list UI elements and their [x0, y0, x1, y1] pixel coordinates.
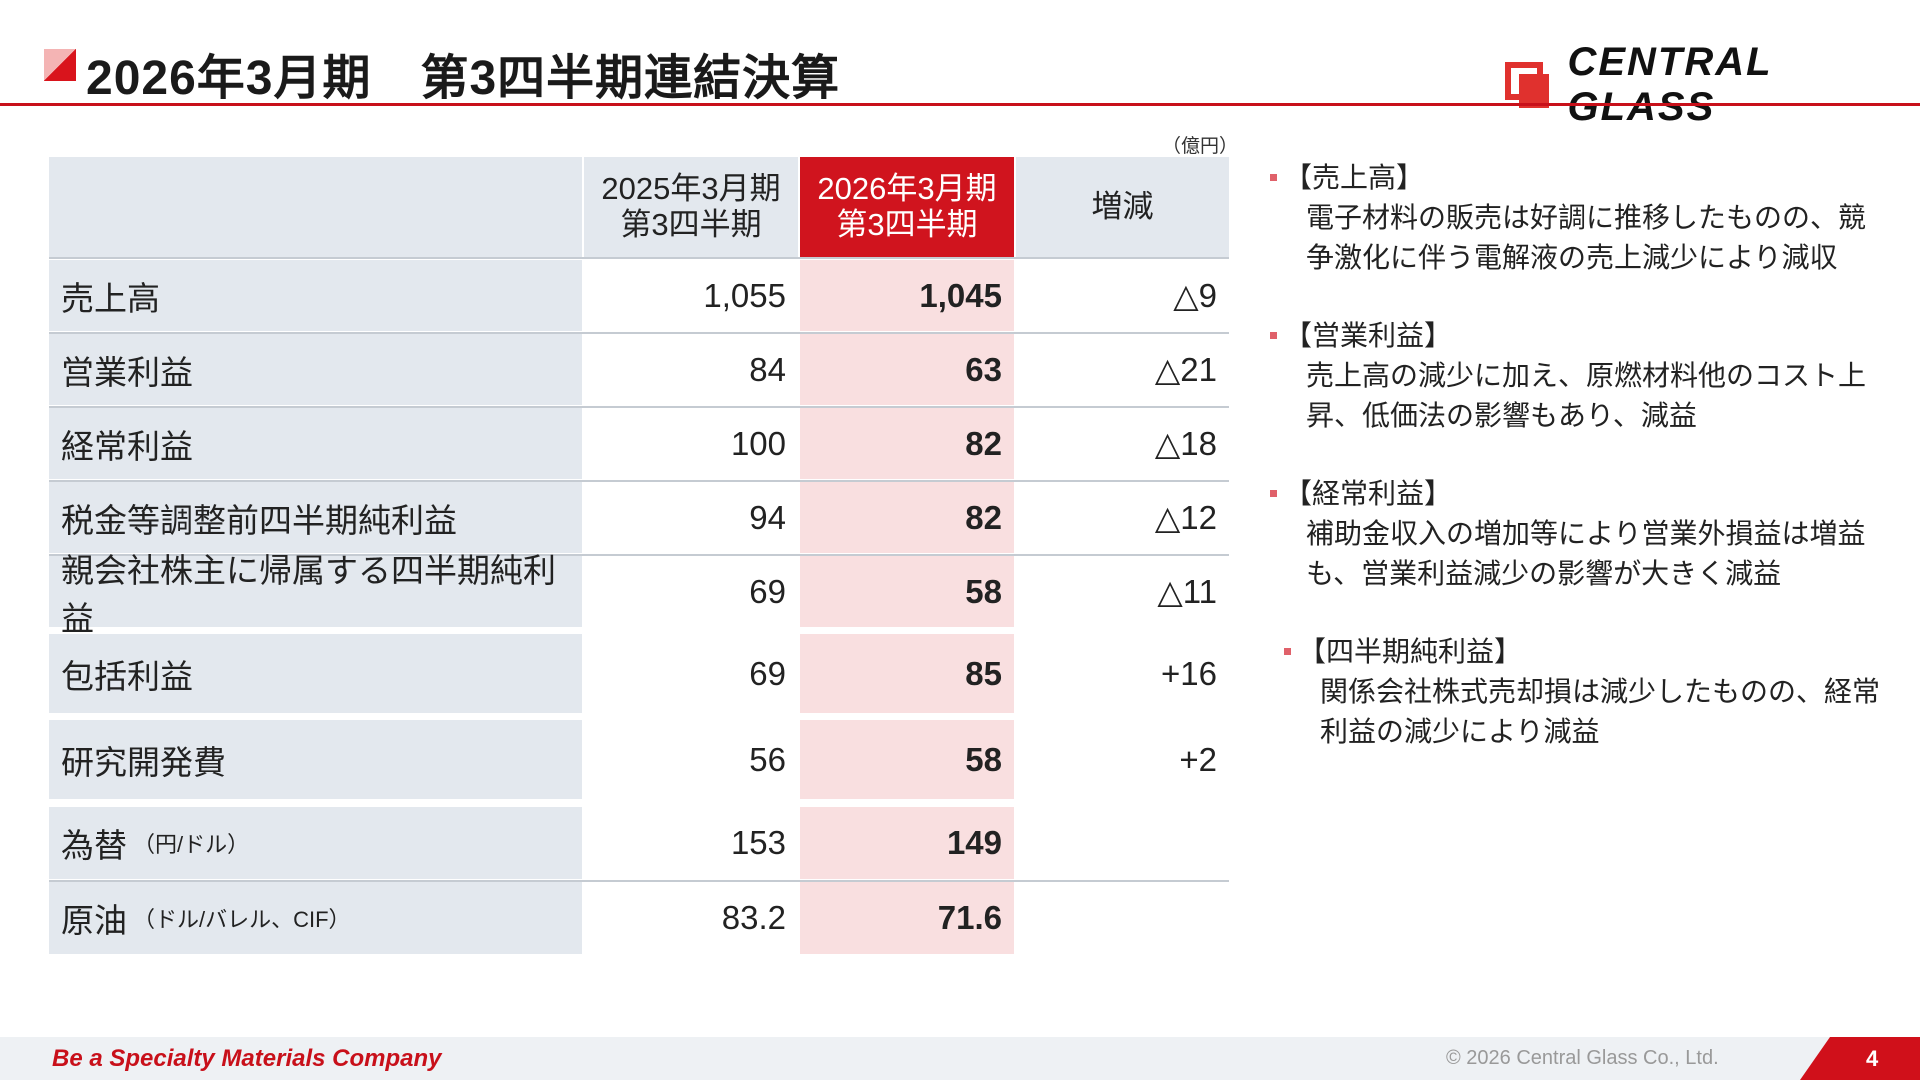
note-body: 電子材料の販売は好調に推移したものの、競争激化に伴う電解液の売上減少により減収: [1306, 202, 1867, 273]
row-label: 研究開発費: [49, 720, 582, 799]
row-label: 税金等調整前四半期純利益: [49, 482, 582, 553]
logo-text: CENTRAL GLASS: [1567, 40, 1772, 129]
change-value: △21: [1154, 351, 1217, 388]
prev-value: 56: [749, 740, 786, 778]
column-header: 2025年3月期 第3四半期: [584, 157, 798, 257]
current-value: 71.6: [800, 882, 1014, 954]
row-label: 為替 （円/ドル）: [49, 807, 582, 879]
row-label: 経常利益: [49, 408, 582, 479]
note-item: 【経常利益】 補助金収入の増加等により営業外損益は増益も、営業利益減少の影響が大き…: [1270, 474, 1890, 594]
title-rule: [0, 103, 1920, 106]
change-value: △9: [1173, 277, 1217, 314]
row-label-text: 営業利益: [61, 353, 193, 391]
row-label: 親会社株主に帰属する四半期純利益: [49, 552, 582, 637]
logo-squares-icon: [1505, 62, 1549, 108]
row-label: 営業利益: [49, 334, 582, 405]
change-value: +2: [1179, 740, 1217, 778]
page-badge: [1800, 1037, 1920, 1080]
current-value: 149: [800, 807, 1014, 879]
column-header: 2026年3月期 第3四半期: [800, 157, 1014, 257]
page-title: 2026年3月期 第3四半期連結決算: [86, 52, 841, 105]
commentary: 【売上高】 電子材料の販売は好調に推移したものの、競争激化に伴う電解液の売上減少に…: [1270, 158, 1890, 790]
row-label-unit: （円/ドル）: [133, 832, 250, 857]
note-heading: 【売上高】: [1270, 158, 1890, 198]
company-logo: CENTRAL GLASS: [1505, 40, 1920, 130]
note-body: 関係会社株式売却損は減少したものの、経常利益の減少により減益: [1320, 676, 1881, 747]
prev-value: 94: [749, 498, 786, 536]
row-label-text: 為替: [61, 827, 127, 864]
change-value: [1016, 882, 1229, 954]
note-item: 【営業利益】 売上高の減少に加え、原燃材料他のコスト上昇、低価法の影響もあり、減益: [1270, 316, 1890, 436]
prev-value: 100: [730, 424, 786, 462]
change-value: [1016, 807, 1229, 879]
current-value: 85: [800, 634, 1014, 713]
note-heading: 【営業利益】: [1270, 316, 1890, 356]
slogan: Be a Specialty Materials Company: [52, 1045, 442, 1072]
prev-value: 153: [730, 824, 786, 861]
row-divider: [49, 406, 1229, 408]
prev-value: 1,055: [703, 276, 786, 314]
row-label-text: 親会社株主に帰属する四半期純利益: [61, 551, 556, 637]
change-value: △11: [1157, 573, 1217, 610]
row-label-text: 研究開発費: [61, 743, 226, 781]
row-label-text: 包括利益: [61, 657, 193, 695]
unit-label: （億円）: [1162, 136, 1239, 157]
column-header: [49, 157, 582, 257]
row-label: 包括利益: [49, 634, 582, 713]
title-mark-icon: [44, 49, 76, 81]
note-heading: 【四半期純利益】: [1284, 632, 1890, 672]
row-label: 原油 （ドル/バレル、CIF）: [49, 882, 582, 954]
row-label-unit: （ドル/バレル、CIF）: [133, 907, 351, 932]
prev-value: 69: [749, 572, 786, 610]
note-item: 【四半期純利益】 関係会社株式売却損は減少したものの、経常利益の減少により減益: [1284, 632, 1890, 752]
row-divider: [49, 332, 1229, 334]
copyright: © 2026 Central Glass Co., Ltd.: [1446, 1047, 1719, 1069]
note-body: 売上高の減少に加え、原燃材料他のコスト上昇、低価法の影響もあり、減益: [1306, 360, 1867, 431]
row-label-text: 売上高: [61, 279, 160, 317]
current-value: 58: [800, 556, 1014, 627]
change-value: +16: [1161, 654, 1217, 692]
row-divider: [49, 554, 1229, 556]
row-divider: [49, 880, 1229, 882]
row-divider: [49, 480, 1229, 482]
change-value: △12: [1154, 499, 1217, 536]
prev-value: 84: [749, 350, 786, 388]
column-header: 増減: [1016, 157, 1229, 257]
row-label: 売上高: [49, 260, 582, 331]
footer: Be a Specialty Materials Company © 2026 …: [0, 1037, 1920, 1080]
current-value: 82: [800, 482, 1014, 553]
prev-value: 83.2: [721, 899, 786, 936]
note-heading: 【経常利益】: [1270, 474, 1890, 514]
change-value: △18: [1154, 425, 1217, 462]
row-label-text: 原油: [61, 902, 127, 939]
note-item: 【売上高】 電子材料の販売は好調に推移したものの、競争激化に伴う電解液の売上減少に…: [1270, 158, 1890, 278]
row-label-text: 経常利益: [61, 427, 193, 465]
current-value: 58: [800, 720, 1014, 799]
current-value: 1,045: [800, 260, 1014, 331]
current-value: 63: [800, 334, 1014, 405]
divider: [49, 257, 1229, 259]
prev-value: 69: [749, 654, 786, 692]
note-body: 補助金収入の増加等により営業外損益は増益も、営業利益減少の影響が大きく減益: [1306, 518, 1866, 589]
row-label-text: 税金等調整前四半期純利益: [61, 501, 457, 539]
page-number: 4: [1866, 1046, 1879, 1071]
current-value: 82: [800, 408, 1014, 479]
